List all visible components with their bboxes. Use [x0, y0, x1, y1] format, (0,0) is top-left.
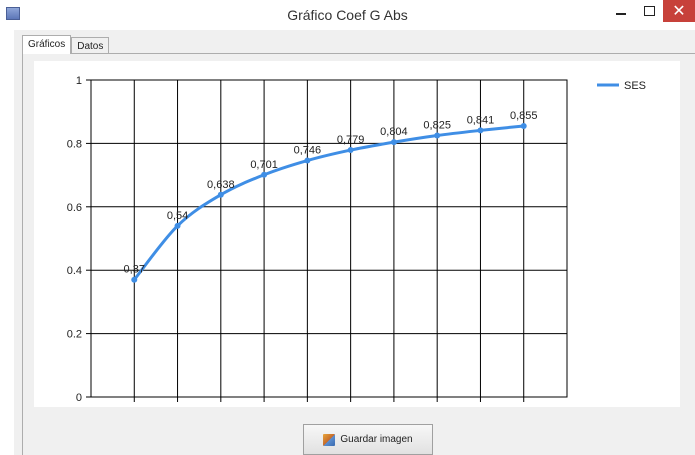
legend-label-ses: SES — [624, 80, 646, 92]
y-tick-label: 1 — [76, 75, 82, 87]
data-point — [131, 276, 138, 283]
data-point — [217, 191, 224, 198]
y-tick-label: 0 — [76, 392, 82, 404]
close-button[interactable]: ✕ — [663, 0, 695, 22]
y-tick-label: 0.2 — [67, 329, 82, 341]
image-icon — [323, 433, 336, 446]
client-area: Gráficos Datos 00.20.40.60.8112345678910… — [14, 30, 695, 455]
data-point — [261, 171, 268, 178]
window-title: Gráfico Coef G Abs — [287, 7, 408, 23]
tab-graficos[interactable]: Gráficos — [22, 35, 72, 54]
data-point — [347, 147, 354, 154]
data-label: 0,701 — [250, 159, 278, 171]
data-point — [520, 122, 527, 129]
data-label: 0,37 — [124, 264, 145, 276]
data-label: 0,825 — [423, 119, 451, 131]
data-point — [174, 222, 181, 229]
y-tick-label: 0.6 — [67, 202, 82, 214]
data-label: 0,855 — [510, 110, 538, 122]
data-label: 0,841 — [467, 114, 495, 126]
tab-strip: Gráficos Datos — [22, 35, 110, 56]
data-point — [304, 157, 311, 164]
data-point — [434, 132, 441, 139]
tab-datos[interactable]: Datos — [71, 37, 110, 54]
close-icon: ✕ — [672, 3, 686, 20]
data-label: 0,746 — [294, 145, 322, 157]
line-chart: 00.20.40.60.81123456789100,370,540,6380,… — [67, 75, 646, 419]
minimize-button[interactable] — [608, 0, 634, 22]
y-tick-label: 0.4 — [67, 265, 82, 277]
chart-area: 00.20.40.60.81123456789100,370,540,6380,… — [34, 61, 680, 419]
save-image-button[interactable]: Guardar imagen — [303, 424, 433, 455]
y-tick-label: 0.8 — [67, 138, 82, 150]
maximize-button[interactable] — [636, 0, 662, 22]
app-icon — [6, 7, 20, 20]
data-label: 0,54 — [167, 210, 188, 222]
series-line-ses — [133, 124, 524, 281]
plot-border — [90, 79, 568, 398]
data-label: 0,804 — [380, 126, 408, 138]
save-image-label: Guardar imagen — [340, 434, 413, 445]
data-point — [390, 139, 397, 146]
data-label: 0,779 — [337, 134, 365, 146]
minimize-icon — [616, 13, 626, 15]
title-bar[interactable]: Gráfico Coef G Abs ✕ — [0, 0, 695, 30]
tab-page-graficos: 00.20.40.60.81123456789100,370,540,6380,… — [22, 53, 695, 455]
maximize-icon — [643, 6, 655, 16]
data-point — [477, 127, 484, 134]
data-label: 0,638 — [207, 179, 235, 191]
